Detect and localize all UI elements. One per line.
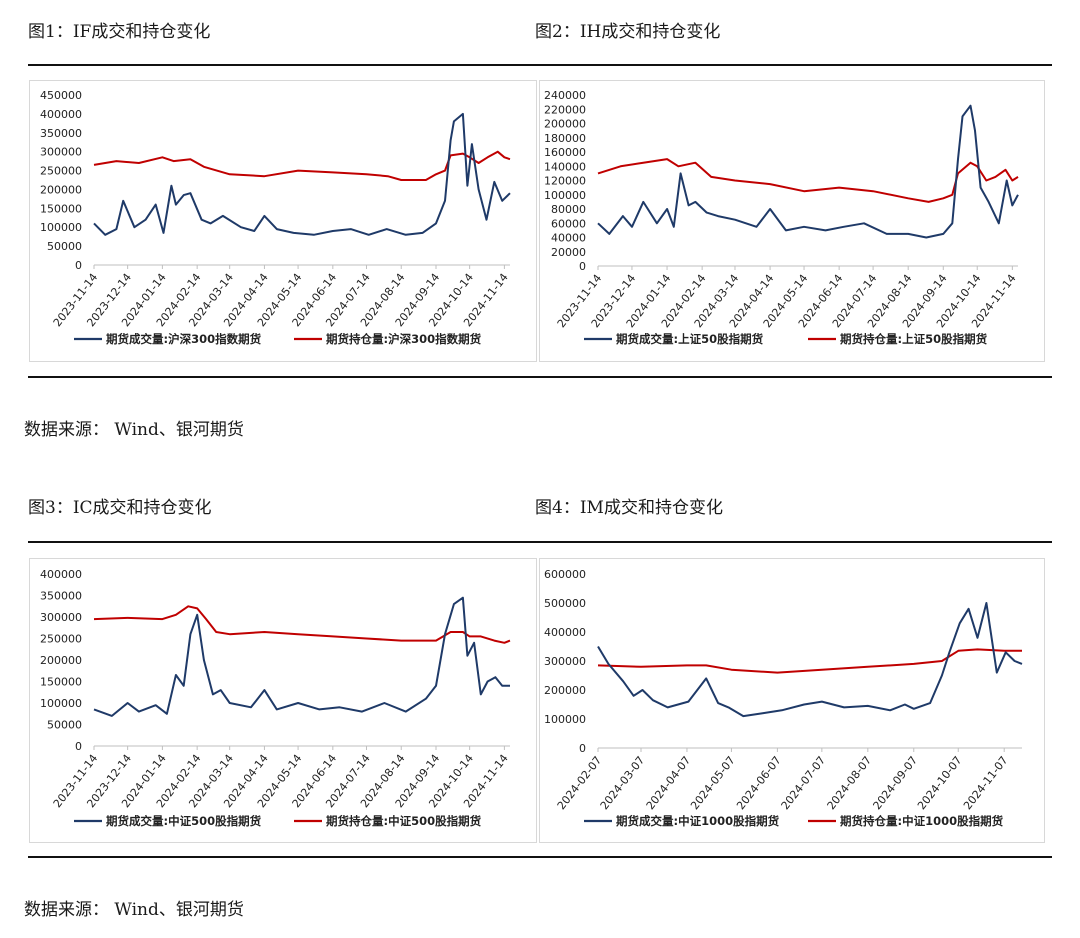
chart-ih: 2400002200002000001800001600001400001200… (544, 89, 1019, 346)
y-tick-label: 50000 (47, 719, 82, 732)
y-tick-label: 300000 (544, 655, 586, 668)
y-tick-label: 400000 (40, 108, 82, 121)
y-tick-label: 350000 (40, 590, 82, 603)
x-tick-label: 2024-07-07 (779, 754, 829, 812)
volume-series-line (93, 596, 510, 717)
y-tick-label: 0 (579, 742, 586, 755)
y-tick-label: 180000 (544, 132, 586, 145)
y-tick-label: 100000 (544, 713, 586, 726)
y-tick-label: 240000 (544, 89, 586, 102)
y-tick-label: 300000 (40, 146, 82, 159)
open-interest-series-line (597, 158, 1019, 203)
y-tick-label: 20000 (551, 246, 586, 259)
y-tick-label: 120000 (544, 175, 586, 188)
figure-title-3: 图3：IC成交和持仓变化 (28, 498, 212, 518)
x-tick-label: 2024-10-07 (915, 754, 965, 812)
open-interest-series-line (93, 150, 511, 181)
chart-im: 6000005000004000003000002000001000000202… (544, 568, 1023, 828)
x-tick-label: 2024-08-07 (825, 754, 875, 812)
y-tick-label: 200000 (544, 118, 586, 131)
figure-title-2: 图2：IH成交和持仓变化 (535, 22, 721, 42)
y-tick-label: 0 (75, 740, 82, 753)
y-tick-label: 60000 (551, 217, 586, 230)
top-rule-2 (28, 541, 1052, 543)
y-tick-label: 250000 (40, 633, 82, 646)
x-tick-label: 2024-06-07 (734, 754, 784, 812)
chart-ic: 400000 350000 300000 250000 200000 150000 1000… (40, 568, 511, 828)
chart-if: 450000 400000 350000 300000 250000 200000 1500… (40, 89, 511, 346)
chart-panel-ih: 240000 220000 200000 180000 160000 140000 1200… (539, 80, 1045, 362)
y-tick-label: 200000 (544, 684, 586, 697)
top-rule-1 (28, 64, 1052, 66)
y-tick-label: 400000 (544, 626, 586, 639)
figure-title-1: 图1：IF成交和持仓变化 (28, 22, 211, 42)
y-tick-label: 0 (75, 259, 82, 272)
y-tick-label: 40000 (551, 232, 586, 245)
y-tick-label: 600000 (544, 568, 586, 581)
open-interest-series-line (93, 605, 511, 644)
y-tick-label: 150000 (40, 676, 82, 689)
y-tick-label: 0 (579, 260, 586, 273)
y-tick-label: 100000 (544, 189, 586, 202)
x-tick-label: 2024-09-07 (871, 754, 921, 812)
y-tick-label: 100000 (40, 221, 82, 234)
y-tick-label: 50000 (47, 240, 82, 253)
legend-label: 期货成交量:中证500股指期货 (106, 814, 262, 828)
y-tick-label: 350000 (40, 127, 82, 140)
y-tick-label: 150000 (40, 202, 82, 215)
x-tick-label: 2024-03-07 (598, 754, 648, 812)
data-source-1: 数据来源： Wind、银河期货 (24, 420, 244, 440)
y-tick-label: 140000 (544, 160, 586, 173)
chart-panel-ic: 400000 350000 300000 250000 200000 150000 1000… (29, 558, 537, 843)
figure-title-4: 图4：IM成交和持仓变化 (535, 498, 723, 518)
y-tick-label: 200000 (40, 183, 82, 196)
legend-label: 期货持仓量:中证1000股指期货 (840, 814, 1004, 828)
y-tick-label: 500000 (544, 597, 586, 610)
data-source-2: 数据来源： Wind、银河期货 (24, 900, 244, 920)
volume-series-line (597, 602, 1023, 718)
x-tick-label: 2024-04-07 (644, 754, 694, 812)
y-tick-label: 250000 (40, 165, 82, 178)
x-tick-label: 2024-02-07 (555, 754, 605, 812)
volume-series-line (93, 112, 511, 236)
bottom-rule-2 (28, 856, 1052, 858)
legend-label: 期货成交量:沪深300指数期货 (106, 332, 262, 346)
chart-panel-if: 450000 400000 350000 300000 250000 200000 1500… (29, 80, 537, 362)
volume-series-line (597, 104, 1019, 239)
y-tick-label: 80000 (551, 203, 586, 216)
y-tick-label: 100000 (40, 697, 82, 710)
bottom-rule-1 (28, 376, 1052, 378)
y-tick-label: 200000 (40, 654, 82, 667)
legend-label: 期货持仓量:沪深300指数期货 (326, 332, 482, 346)
y-tick-label: 160000 (544, 146, 586, 159)
y-tick-label: 300000 (40, 611, 82, 624)
x-tick-label: 2024-11-07 (961, 754, 1011, 812)
y-tick-label: 220000 (544, 103, 586, 116)
legend-label: 期货持仓量:上证50股指期货 (840, 332, 988, 346)
legend-label: 期货成交量:上证50股指期货 (616, 332, 764, 346)
legend-label: 期货成交量:中证1000股指期货 (616, 814, 780, 828)
y-tick-label: 400000 (40, 568, 82, 581)
x-tick-label: 2024-05-07 (688, 754, 738, 812)
open-interest-series-line (597, 648, 1022, 674)
chart-panel-im: 600000 500000 400000 300000 200000 100000 0 202… (539, 558, 1045, 843)
y-tick-label: 450000 (40, 89, 82, 102)
legend-label: 期货持仓量:中证500股指期货 (326, 814, 482, 828)
